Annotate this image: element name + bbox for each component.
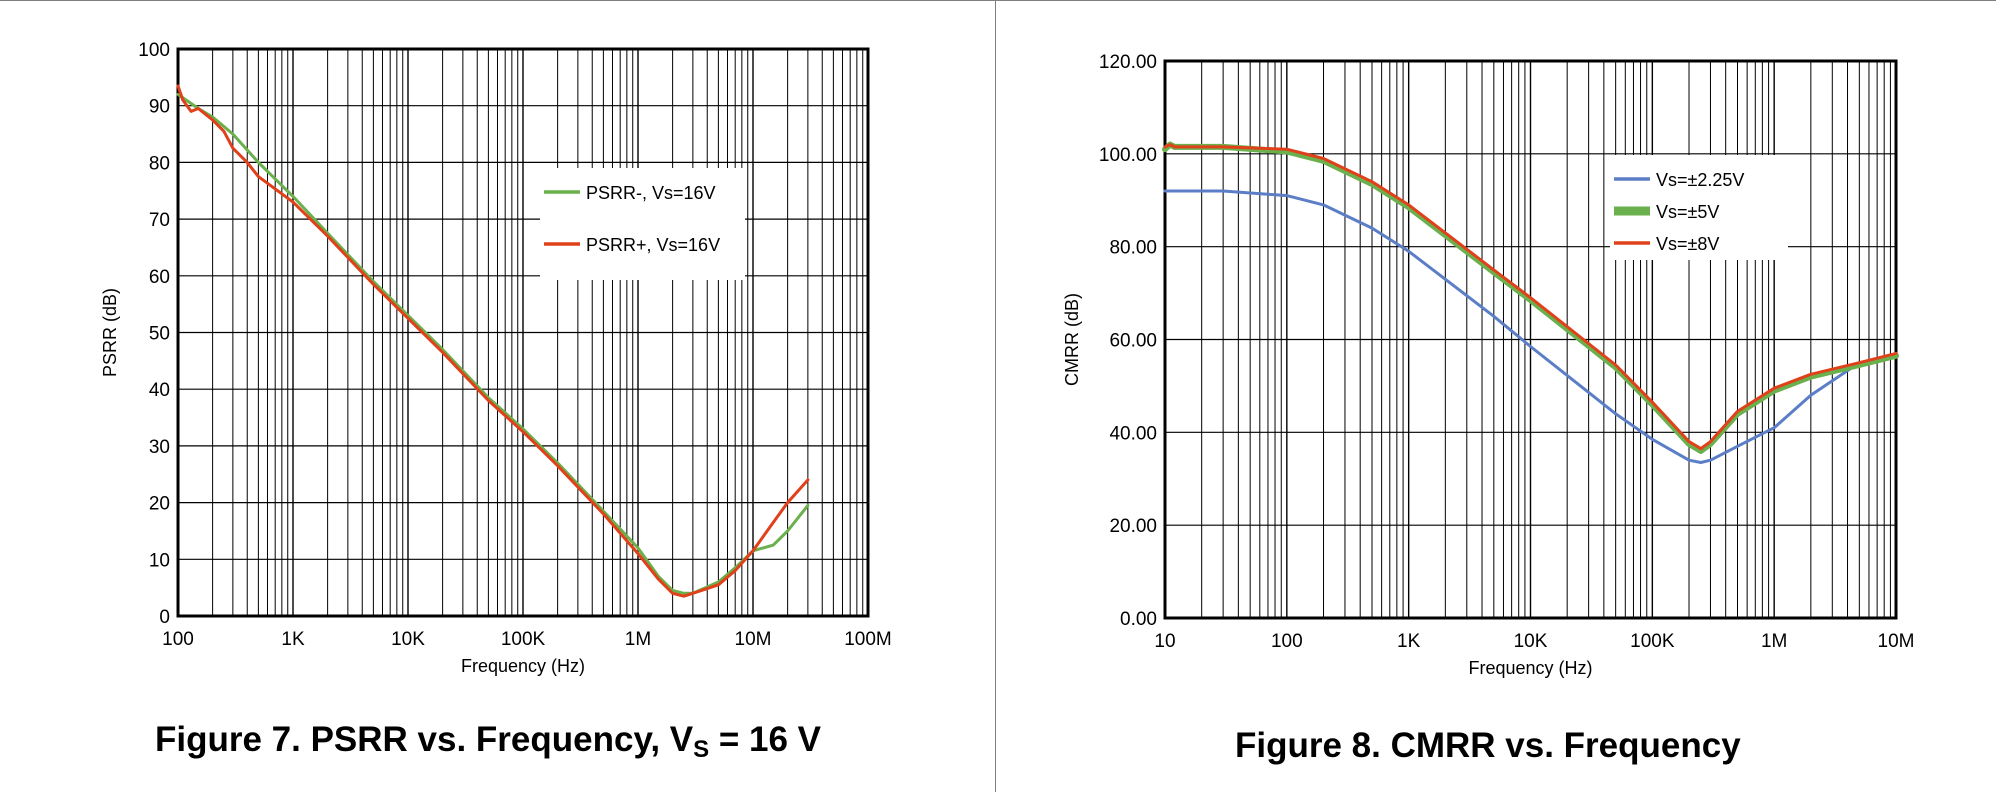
- x-tick-label: 1K: [281, 629, 305, 650]
- chart-2: 0.00 20.00 40.00 60.00 80.00 100.00 120.00 10 10…: [1062, 52, 1914, 678]
- figure-7-caption: Figure 7. PSRR vs. Frequency, VS = 16 V: [155, 720, 822, 763]
- y-tick-label: 50: [149, 324, 170, 345]
- legend: Vs=±2.25V Vs=±5V Vs=±8V: [1610, 155, 1788, 260]
- series-line-2: [176, 84, 810, 598]
- chart-1: 0 10 20 30 40 50 60 70 80 90 100 100 1K 10K 100K 1M 10M 1…: [100, 40, 892, 676]
- legend-label: PSRR-, Vs=16V: [586, 183, 716, 203]
- legend: PSRR-, Vs=16V PSRR+, Vs=16V: [540, 168, 745, 280]
- y-axis-title: CMRR (dB): [1062, 293, 1082, 386]
- y-tick-label: 90: [149, 97, 170, 118]
- y-tick-label: 30: [149, 437, 170, 458]
- figure-7-caption-subscript: S: [693, 736, 710, 763]
- legend-label: Vs=±5V: [1656, 202, 1719, 222]
- figure-7-caption-tail: = 16 V: [709, 720, 822, 759]
- x-tick-label: 100: [1271, 631, 1303, 652]
- x-tick-label: 10: [1154, 631, 1175, 652]
- legend-label: Vs=±8V: [1656, 234, 1719, 254]
- x-axis-title: Frequency (Hz): [1468, 658, 1592, 678]
- y-tick-label: 80: [149, 153, 170, 174]
- y-tick-label: 60: [149, 267, 170, 288]
- x-tick-label: 1M: [1761, 631, 1787, 652]
- figure-7-caption-main: Figure 7. PSRR vs. Frequency, V: [155, 720, 694, 759]
- y-axis-title: PSRR (dB): [100, 288, 120, 377]
- y-tick-label: 120.00: [1099, 52, 1157, 73]
- x-tick-label: 10K: [1514, 631, 1548, 652]
- x-tick-label: 100: [162, 629, 194, 650]
- panel-divider: [995, 0, 996, 792]
- series-line-3: [1163, 143, 1898, 451]
- x-axis-title: Frequency (Hz): [461, 656, 585, 676]
- y-tick-label: 100: [138, 40, 170, 61]
- page-top-border: [0, 0, 1996, 1]
- series-line-1: [176, 92, 810, 595]
- y-tick-label: 20.00: [1109, 516, 1157, 537]
- x-tick-label: 100M: [844, 629, 892, 650]
- y-tick-label: 0: [159, 607, 170, 628]
- x-tick-label: 100K: [501, 629, 546, 650]
- x-tick-label: 10K: [391, 629, 425, 650]
- legend-label: Vs=±2.25V: [1656, 170, 1744, 190]
- y-tick-label: 20: [149, 494, 170, 515]
- legend-background: [540, 168, 745, 280]
- x-tick-label: 10M: [735, 629, 772, 650]
- plot-frame: [176, 47, 870, 618]
- y-tick-label: 60.00: [1109, 331, 1157, 352]
- x-tick-label: 1K: [1397, 631, 1421, 652]
- figure-8-caption: Figure 8. CMRR vs. Frequency: [1235, 726, 1741, 766]
- y-tick-label: 70: [149, 210, 170, 231]
- figure-8-caption-main: Figure 8. CMRR vs. Frequency: [1235, 726, 1741, 765]
- x-tick-label: 10M: [1878, 631, 1915, 652]
- x-tick-label: 100K: [1630, 631, 1675, 652]
- y-tick-label: 40.00: [1109, 423, 1157, 444]
- y-tick-label: 100.00: [1099, 145, 1157, 166]
- y-tick-label: 10: [149, 550, 170, 571]
- x-tick-label: 1M: [625, 629, 651, 650]
- y-tick-label: 80.00: [1109, 238, 1157, 259]
- y-tick-label: 40: [149, 380, 170, 401]
- plot-frame: [1163, 59, 1898, 620]
- legend-label: PSRR+, Vs=16V: [586, 235, 720, 255]
- series-line-1: [1163, 189, 1898, 464]
- y-tick-label: 0.00: [1120, 609, 1157, 630]
